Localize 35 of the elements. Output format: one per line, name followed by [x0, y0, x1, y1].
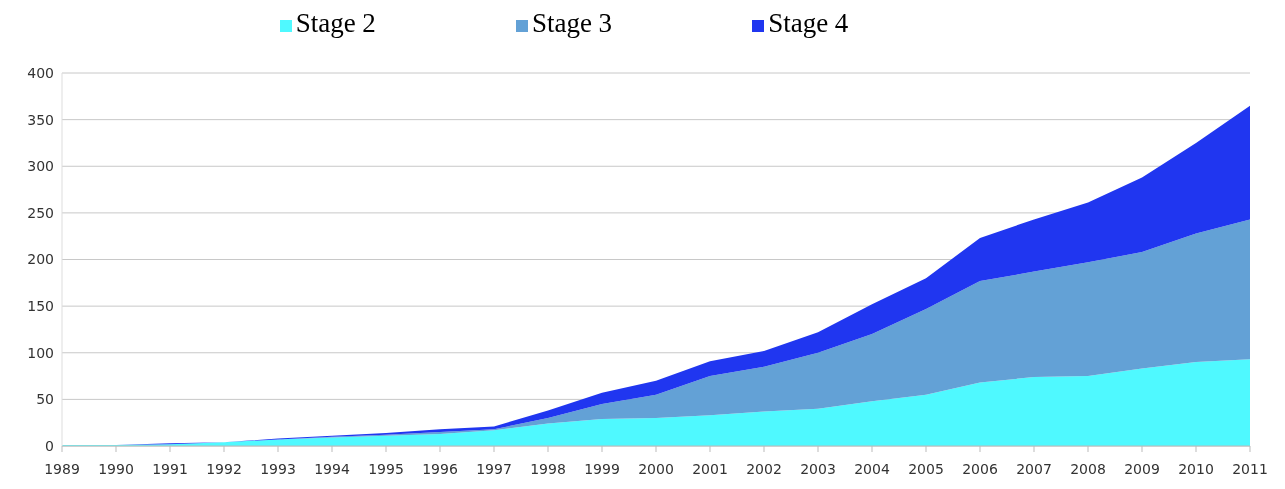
y-tick-label: 150	[27, 298, 54, 315]
y-tick-label: 350	[27, 111, 54, 128]
x-tick-label: 2000	[638, 460, 674, 477]
x-tick-label: 1989	[44, 460, 80, 477]
y-tick-label: 250	[27, 204, 54, 221]
x-tick-label: 2003	[800, 460, 836, 477]
x-tick-label: 2010	[1178, 460, 1214, 477]
x-tick-label: 1992	[206, 460, 242, 477]
x-tick-label: 2002	[746, 460, 782, 477]
x-tick-label: 2008	[1070, 460, 1106, 477]
x-tick-label: 1997	[476, 460, 512, 477]
legend-label: Stage 4	[768, 8, 849, 38]
x-tick-label: 1998	[530, 460, 566, 477]
x-tick-label: 1999	[584, 460, 620, 477]
x-tick-label: 2007	[1016, 460, 1052, 477]
x-tick-label: 1990	[98, 460, 134, 477]
x-tick-label: 1993	[260, 460, 296, 477]
y-tick-label: 0	[45, 437, 54, 454]
y-tick-label: 50	[36, 391, 54, 408]
x-tick-label: 1995	[368, 460, 404, 477]
x-tick-label: 2001	[692, 460, 728, 477]
legend-label: Stage 3	[531, 8, 613, 38]
y-tick-label: 400	[27, 64, 54, 81]
x-tick-label: 2006	[962, 460, 998, 477]
x-tick-label: 1991	[152, 460, 188, 477]
x-tick-label: 1994	[314, 460, 350, 477]
x-tick-label: 2009	[1124, 460, 1160, 477]
x-tick-label: 2011	[1232, 460, 1268, 477]
legend-label: Stage 2	[295, 8, 376, 38]
y-tick-label: 200	[27, 251, 54, 268]
y-tick-label: 300	[27, 158, 54, 175]
x-tick-label: 1996	[422, 460, 458, 477]
x-tick-label: 2005	[908, 460, 944, 477]
x-tick-label: 2004	[854, 460, 890, 477]
y-tick-label: 100	[27, 344, 54, 361]
